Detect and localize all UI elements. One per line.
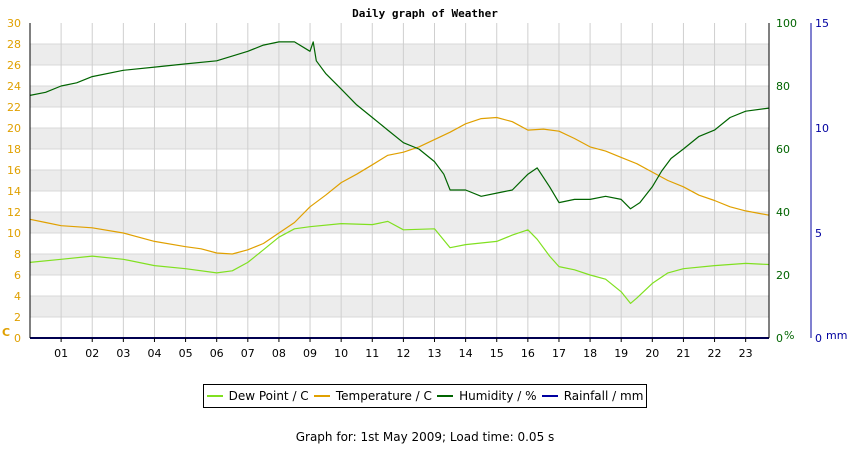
grid-band	[30, 254, 769, 275]
x-tick-label: 08	[272, 347, 286, 360]
legend-label-humidity: Humidity / %	[459, 389, 537, 403]
legend-item-temperature: Temperature / C	[313, 389, 432, 403]
y-left-tick-label: 8	[14, 248, 21, 261]
x-tick-label: 12	[396, 347, 410, 360]
y-right-rainfall-tick-label: 0	[815, 332, 822, 345]
y-left-tick-label: 2	[14, 311, 21, 324]
y-left-tick-label: 12	[7, 206, 21, 219]
plot-background-bands	[30, 43, 769, 339]
x-tick-label: 02	[85, 347, 99, 360]
x-tick-label: 07	[241, 347, 255, 360]
x-tick-label: 10	[334, 347, 348, 360]
series-line	[29, 116, 770, 255]
legend-item-humidity: Humidity / %	[437, 389, 537, 403]
tick-labels: 01 02 03 04 05 06 07 08 09 10 11 12 13 14 15 16 17 18 19 20…	[2, 17, 847, 360]
x-tick-label: 11	[365, 347, 379, 360]
legend-swatch-dew-point	[206, 395, 223, 397]
x-tick-label: 19	[614, 347, 628, 360]
y-right-humidity-tick-label: 20	[776, 269, 790, 282]
x-tick-label: 13	[428, 347, 442, 360]
grid-band	[30, 86, 769, 107]
x-tick-label: 16	[521, 347, 535, 360]
y-left-tick-label: 22	[7, 101, 21, 114]
grid-band	[30, 296, 769, 317]
y-left-tick-label: 14	[7, 185, 21, 198]
y-right-humidity-tick-label: 40	[776, 206, 790, 219]
grid-band	[30, 212, 769, 233]
legend-label-temperature: Temperature / C	[335, 389, 432, 403]
x-tick-label: 03	[116, 347, 130, 360]
legend-swatch-humidity	[437, 395, 454, 397]
weather-chart: Daily graph of Weather 01 02 03 04 05 06 07 08 0…	[2, 7, 847, 360]
y-right-humidity-tick-label: 0	[776, 332, 783, 345]
x-tick-label: 22	[708, 347, 722, 360]
legend-item-dew-point: Dew Point / C	[206, 389, 309, 403]
footer-status: Graph for: 1st May 2009; Load time: 0.05…	[295, 430, 555, 444]
legend-swatch-temperature	[313, 395, 330, 397]
y-left-tick-label: 26	[7, 59, 21, 72]
vertical-gridlines	[60, 23, 747, 338]
y-left-tick-label: 18	[7, 143, 21, 156]
y-left-axis-label: C	[2, 326, 10, 339]
grid-band	[30, 128, 769, 149]
grid-band	[30, 44, 769, 65]
y-right-rainfall-tick-label: 10	[815, 122, 829, 135]
y-right-humidity-tick-label: 100	[776, 17, 797, 30]
legend-item-rainfall: Rainfall / mm	[541, 389, 644, 403]
axes	[29, 23, 812, 342]
x-tick-label: 01	[54, 347, 68, 360]
x-tick-label: 18	[583, 347, 597, 360]
x-tick-label: 15	[490, 347, 504, 360]
x-tick-label: 21	[676, 347, 690, 360]
x-tick-label: 06	[210, 347, 224, 360]
series-line	[29, 220, 770, 304]
x-tick-label: 09	[303, 347, 317, 360]
legend: Dew Point / C Temperature / C Humidity /…	[203, 384, 647, 408]
x-tick-label: 04	[147, 347, 161, 360]
y-left-tick-label: 28	[7, 38, 21, 51]
y-left-tick-label: 6	[14, 269, 21, 282]
x-tick-label: 14	[459, 347, 473, 360]
y-left-tick-label: 4	[14, 290, 21, 303]
y-right-rainfall-axis-label: mm	[826, 329, 847, 342]
legend-label-rainfall: Rainfall / mm	[563, 389, 644, 403]
grid-band	[30, 170, 769, 191]
y-left-tick-label: 16	[7, 164, 21, 177]
x-tick-label: 17	[552, 347, 566, 360]
y-left-tick-label: 24	[7, 80, 21, 93]
y-right-humidity-tick-label: 80	[776, 80, 790, 93]
y-right-humidity-tick-label: 60	[776, 143, 790, 156]
y-left-tick-label: 10	[7, 227, 21, 240]
legend-swatch-rainfall	[541, 395, 558, 397]
series-line	[29, 41, 770, 210]
legend-label-dew-point: Dew Point / C	[228, 389, 309, 403]
y-left-tick-label: 20	[7, 122, 21, 135]
x-tick-label: 05	[179, 347, 193, 360]
chart-title: Daily graph of Weather	[352, 7, 498, 20]
y-left-tick-label: 0	[14, 332, 21, 345]
y-right-rainfall-tick-label: 5	[815, 227, 822, 240]
y-left-tick-label: 30	[7, 17, 21, 30]
y-right-humidity-axis-label: %	[784, 329, 794, 342]
x-tick-label: 20	[645, 347, 659, 360]
y-right-rainfall-tick-label: 15	[815, 17, 829, 30]
x-tick-label: 23	[739, 347, 753, 360]
